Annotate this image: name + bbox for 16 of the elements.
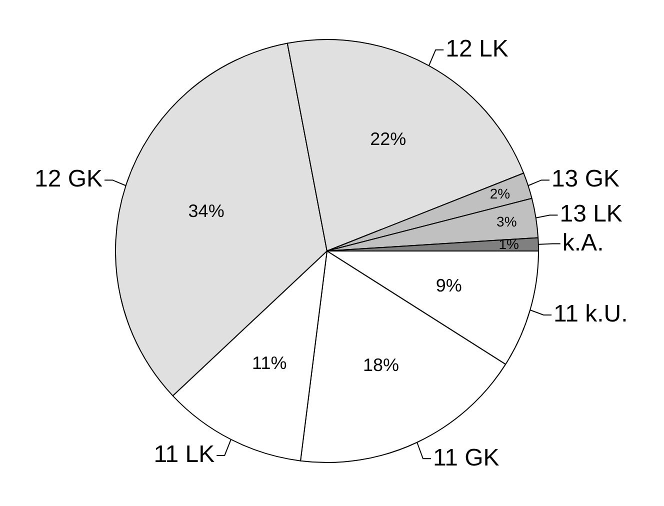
slice-label: 13 GK [551, 166, 620, 193]
slice-label: 12 LK [446, 36, 508, 63]
data-label: 2% [490, 186, 510, 202]
data-label: 34% [188, 200, 224, 221]
slice-label: 11 k.U. [554, 300, 628, 328]
data-label: 9% [436, 275, 462, 296]
slice-label: 12 GK [34, 166, 103, 193]
data-label: 22% [370, 128, 406, 149]
data-label: 3% [496, 213, 517, 230]
slice-label: 11 LK [154, 441, 215, 468]
slice-label: 13 LK [560, 200, 622, 228]
slice-label: k.A. [562, 229, 604, 256]
data-label: 11% [252, 353, 287, 374]
slice-label: 11 GK [433, 444, 500, 472]
data-label: 18% [363, 354, 400, 375]
data-label: 1% [498, 236, 519, 252]
